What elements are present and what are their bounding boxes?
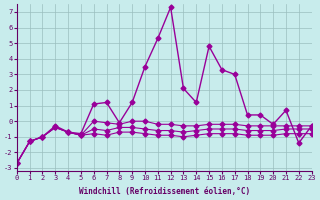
X-axis label: Windchill (Refroidissement éolien,°C): Windchill (Refroidissement éolien,°C) <box>79 187 250 196</box>
